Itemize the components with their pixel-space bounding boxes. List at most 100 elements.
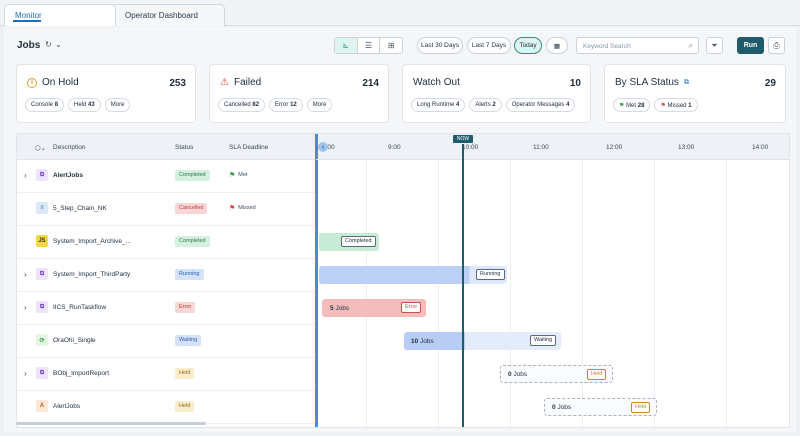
status-badge: Error bbox=[175, 302, 196, 313]
failed-card[interactable]: ⚠ Failed 214 Cancelled 82 Error 12 More bbox=[209, 64, 389, 123]
job-description: IICS_RunTaskflow bbox=[53, 304, 107, 311]
grid-line bbox=[726, 160, 727, 427]
last-7-days-button[interactable]: Last 7 Days bbox=[467, 37, 511, 54]
group-icon[interactable]: ⬡⌄ bbox=[35, 145, 47, 152]
chevron-right-icon[interactable]: › bbox=[24, 270, 27, 279]
job-row[interactable]: › ⧉ AlertJobs Completed ⚑ Met bbox=[17, 160, 317, 193]
jobs-label: Jobs bbox=[513, 370, 528, 378]
tick-label: 14:00 bbox=[752, 144, 769, 151]
timeline: 8:00 9:00 10:00 11:00 12:00 13:00 14:00 … bbox=[315, 134, 789, 427]
status-header[interactable]: Status bbox=[175, 144, 194, 151]
horizontal-scrollbar[interactable] bbox=[16, 422, 206, 425]
card-count: 214 bbox=[362, 78, 379, 89]
on-hold-card[interactable]: ǁ On Hold 253 Console 8 Held 43 More bbox=[16, 64, 196, 123]
chevron-right-icon[interactable]: › bbox=[24, 171, 27, 180]
watch-out-card[interactable]: Watch Out 10 Long Runtime 4 Alerts 2 Ope… bbox=[402, 64, 591, 123]
job-count: 5 bbox=[330, 304, 334, 312]
active-tab-underline bbox=[13, 20, 41, 22]
timeline-view-icon[interactable]: ⊾ bbox=[335, 38, 358, 53]
sla-header[interactable]: SLA Deadline bbox=[229, 144, 269, 151]
card-count: 253 bbox=[169, 78, 186, 89]
sla-label: Missed bbox=[238, 205, 256, 211]
running-bar[interactable]: Running bbox=[319, 266, 507, 284]
job-count: 10 bbox=[411, 337, 419, 345]
workflow-icon: ⧉ bbox=[36, 169, 48, 181]
more-pill[interactable]: More bbox=[104, 98, 131, 112]
tab-operator-dashboard[interactable]: Operator Dashboard bbox=[110, 4, 225, 26]
job-row[interactable]: A AlertJobs Held bbox=[17, 391, 317, 424]
job-row[interactable]: ≡ 5_Step_Chain_NK Cancelled ⚑ Missed bbox=[17, 193, 317, 226]
external-link-icon[interactable]: ⧉ bbox=[683, 78, 689, 86]
filter-icon[interactable]: ⏷ bbox=[706, 37, 723, 54]
completed-bar[interactable]: Completed bbox=[319, 233, 379, 251]
bar-status-tag: Running bbox=[476, 269, 505, 280]
waiting-bar[interactable]: 10 Jobs Waiting bbox=[404, 332, 561, 350]
sla-status-card[interactable]: By SLA Status ⧉ 29 ⚑ Met 28 ⚑ Missed 1 bbox=[604, 64, 786, 123]
jobs-label: Jobs bbox=[557, 403, 572, 411]
job-description: AlertJobs bbox=[53, 172, 83, 179]
grid-line bbox=[510, 160, 511, 427]
job-row[interactable]: JS System_Import_Archive_... Completed bbox=[17, 226, 317, 259]
tick-label: 8:00 bbox=[322, 144, 335, 151]
tick-label: 11:00 bbox=[533, 144, 549, 151]
table-view-icon[interactable]: ☰ bbox=[358, 38, 381, 53]
console-pill[interactable]: Console 8 bbox=[25, 98, 65, 112]
met-pill[interactable]: ⚑ Met 28 bbox=[613, 98, 651, 112]
tick-label: 13:00 bbox=[678, 144, 695, 151]
held-bar-bobj[interactable]: 0 Jobs Held bbox=[500, 365, 613, 383]
status-badge: Completed bbox=[175, 236, 210, 247]
run-button[interactable]: Run bbox=[737, 37, 764, 54]
more-pill[interactable]: More bbox=[306, 98, 333, 112]
job-row[interactable]: › ⧉ BObj_ImportReport Held bbox=[17, 358, 317, 391]
chevron-down-icon[interactable]: ⌄ bbox=[55, 40, 62, 49]
job-row[interactable]: ⟳ OraOhi_Single Waiting bbox=[17, 325, 317, 358]
long-runtime-pill[interactable]: Long Runtime 4 bbox=[411, 98, 466, 112]
cancelled-pill[interactable]: Cancelled 82 bbox=[218, 98, 266, 112]
status-badge: Cancelled bbox=[175, 203, 208, 214]
export-icon[interactable]: ⎙ bbox=[768, 37, 785, 54]
chevron-left-icon[interactable]: ‹ bbox=[318, 142, 328, 152]
timeline-scroll-edge[interactable] bbox=[315, 134, 318, 427]
job-row[interactable]: › ⧉ IICS_RunTaskflow Error bbox=[17, 292, 317, 325]
chevron-right-icon[interactable]: › bbox=[24, 369, 27, 378]
tick-label: 10:00 bbox=[462, 144, 479, 151]
error-pill[interactable]: Error 12 bbox=[269, 98, 303, 112]
description-header[interactable]: Description bbox=[53, 144, 86, 151]
refresh-icon[interactable]: ↻ bbox=[45, 40, 52, 49]
job-description: OraOhi_Single bbox=[53, 337, 96, 344]
now-indicator bbox=[462, 144, 464, 427]
held-pill[interactable]: Held 43 bbox=[68, 98, 101, 112]
bar-status-tag: Error bbox=[401, 302, 422, 313]
flag-icon: ⚑ bbox=[229, 172, 236, 179]
monitor-panel: Jobs ↻ ⌄ ⊾ ☰ ⊞ Last 30 Days Last 7 Days … bbox=[4, 27, 796, 432]
tab-monitor[interactable]: Monitor bbox=[4, 4, 116, 26]
error-bar[interactable]: 5 Jobs Error bbox=[322, 299, 426, 317]
javascript-icon: JS bbox=[36, 235, 48, 247]
card-title: Watch Out bbox=[413, 77, 460, 88]
workflow-icon: ⧉ bbox=[36, 367, 48, 379]
job-description: System_Import_Archive_... bbox=[53, 238, 132, 245]
bar-status-tag: Held bbox=[587, 369, 607, 380]
grid-line bbox=[366, 160, 367, 427]
jobs-label: Jobs bbox=[420, 337, 434, 345]
tree-view-icon[interactable]: ⊞ bbox=[387, 41, 395, 50]
chevron-right-icon[interactable]: › bbox=[24, 303, 27, 312]
operator-messages-pill[interactable]: Operator Messages 4 bbox=[505, 98, 576, 112]
missed-pill[interactable]: ⚑ Missed 1 bbox=[654, 98, 698, 112]
search-placeholder: Keyword Search bbox=[583, 43, 631, 50]
search-input[interactable]: Keyword Search ⌕ bbox=[576, 37, 699, 54]
card-count: 29 bbox=[764, 78, 776, 89]
job-description: BObj_ImportReport bbox=[53, 370, 109, 377]
search-icon: ⌕ bbox=[688, 41, 693, 50]
toolbar: Jobs ↻ ⌄ ⊾ ☰ ⊞ Last 30 Days Last 7 Days … bbox=[4, 27, 796, 61]
job-row[interactable]: › ⧉ System_Import_ThirdParty Running bbox=[17, 259, 317, 292]
calendar-icon[interactable]: ▦ bbox=[546, 37, 568, 54]
last-30-days-button[interactable]: Last 30 Days bbox=[417, 37, 463, 54]
now-label: NOW bbox=[453, 135, 473, 143]
card-count: 10 bbox=[569, 78, 581, 89]
jobs-label: Jobs bbox=[335, 304, 350, 312]
tab-bar: Operator Dashboard Monitor bbox=[0, 0, 800, 26]
held-bar-alertjobs[interactable]: 0 Jobs Held bbox=[544, 398, 657, 416]
today-button[interactable]: Today bbox=[514, 37, 542, 54]
alerts-pill[interactable]: Alerts 2 bbox=[469, 98, 502, 112]
